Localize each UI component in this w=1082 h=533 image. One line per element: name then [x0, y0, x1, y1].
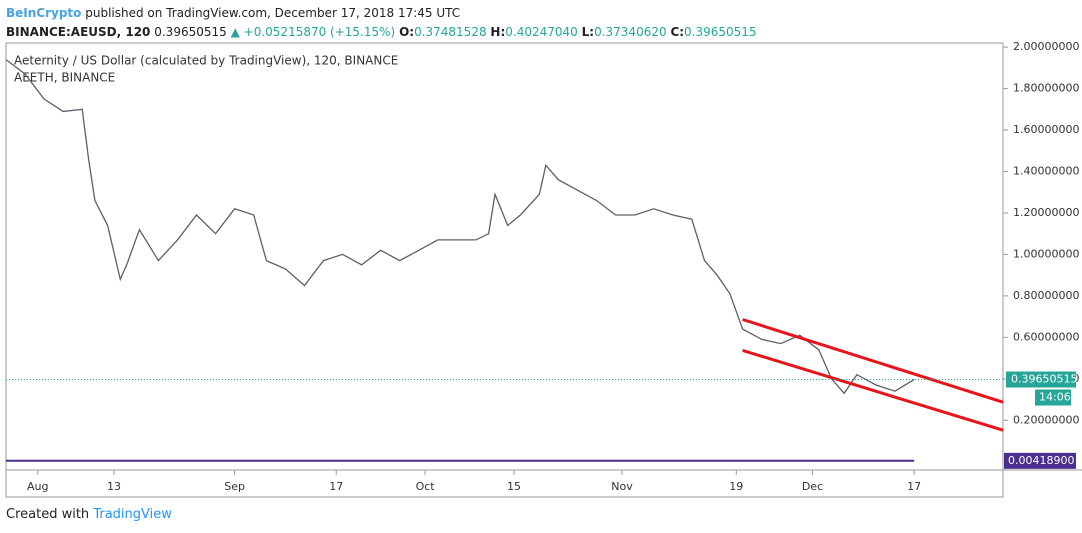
- y-tick-label: 0.20000000: [1013, 413, 1079, 426]
- published: published on TradingView.com, December 1…: [85, 6, 461, 20]
- x-tick-label: 13: [107, 480, 121, 493]
- y-tick-label: 0.80000000: [1013, 289, 1079, 302]
- y-tick-label: 1.40000000: [1013, 165, 1079, 178]
- brand[interactable]: TradingView: [93, 507, 172, 522]
- high: 0.40247040: [505, 25, 578, 39]
- trend-line: [742, 318, 1004, 404]
- frame: [5, 42, 1004, 498]
- header: BeInCrypto published on TradingView.com,…: [6, 4, 757, 42]
- chart: Aeternity / US Dollar (calculated by Tra…: [5, 40, 1082, 498]
- change: +0.05215870 (+15.15%): [243, 25, 396, 39]
- last-price-label: 0.39650515: [1011, 373, 1077, 386]
- x-tick-label: 19: [729, 480, 743, 493]
- footer: Created with TradingView: [6, 507, 172, 522]
- price-line: [5, 59, 915, 395]
- legend-title: Aeternity / US Dollar (calculated by Tra…: [14, 54, 398, 68]
- x-tick-label: 17: [329, 480, 343, 493]
- countdown: 14:06: [1039, 391, 1071, 404]
- y-tick-label: 0.60000000: [1013, 330, 1079, 343]
- close: 0.39650515: [684, 25, 757, 39]
- y-tick-label: 1.60000000: [1013, 123, 1079, 136]
- legend-subtitle: AEETH, BINANCE: [14, 71, 115, 85]
- x-tick-label: 17: [907, 480, 921, 493]
- x-tick-label: 15: [507, 480, 521, 493]
- price: 0.39650515: [154, 25, 227, 39]
- last-price-badge: [1006, 371, 1076, 388]
- countdown-badge: [1035, 389, 1071, 406]
- indicator-badge: [1004, 452, 1076, 469]
- trend-line: [742, 348, 1004, 432]
- open: 0.37481528: [414, 25, 487, 39]
- close-label: C:: [670, 25, 685, 39]
- low: 0.37340620: [594, 25, 667, 39]
- symbol: BINANCE:AEUSD, 120: [6, 25, 151, 39]
- low-label: L:: [581, 25, 595, 39]
- y-tick-label: 1.80000000: [1013, 82, 1079, 95]
- x-tick-label: Nov: [611, 480, 633, 493]
- open-label: O:: [399, 25, 415, 39]
- author[interactable]: BeInCrypto: [6, 6, 82, 20]
- x-tick-label: Oct: [416, 480, 436, 493]
- x-tick-label: Aug: [27, 480, 48, 493]
- y-tick-label: 1.20000000: [1013, 206, 1079, 219]
- indicator-label: 0.00418900: [1008, 454, 1074, 467]
- created: Created with: [6, 507, 90, 522]
- arrow: ▲: [230, 25, 240, 39]
- x-tick-label: Sep: [224, 480, 245, 493]
- y-tick-label: 2.00000000: [1013, 40, 1079, 53]
- high-label: H:: [490, 25, 506, 39]
- y-tick-label: 1.00000000: [1013, 247, 1079, 260]
- x-tick-label: Dec: [802, 480, 823, 493]
